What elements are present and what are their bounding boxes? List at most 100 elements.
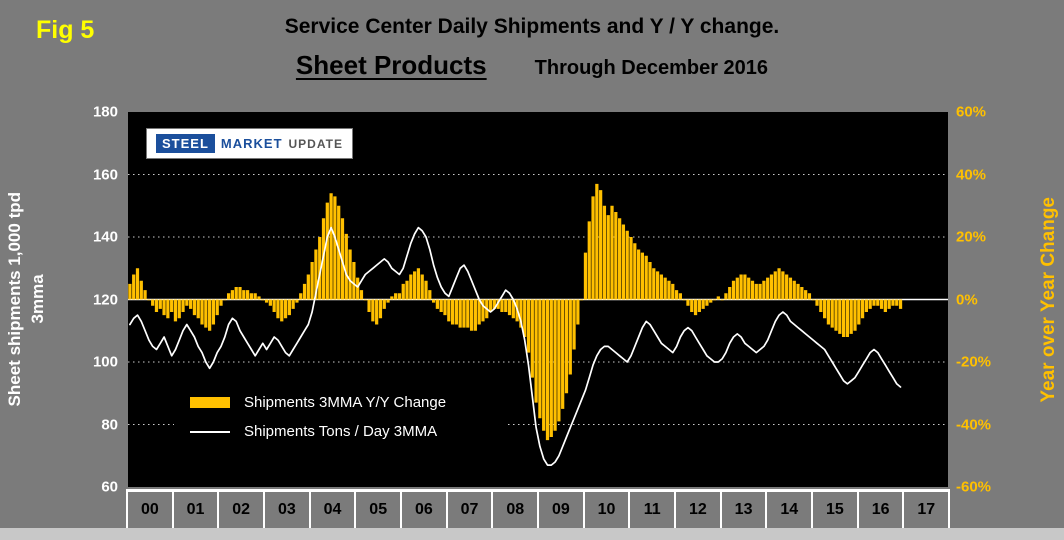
subtitle-through-date: Through December 2016: [534, 57, 769, 79]
yoy-change-bar: [845, 299, 850, 337]
yoy-change-bar: [139, 280, 143, 300]
legend-line-swatch: [190, 430, 230, 433]
yoy-change-bar: [166, 299, 170, 319]
year-label: 04: [311, 492, 357, 528]
year-label: 13: [722, 492, 768, 528]
yoy-change-bar: [208, 299, 212, 331]
yoy-change-bar: [663, 277, 667, 300]
yoy-change-bar: [720, 299, 724, 301]
yoy-change-bar: [591, 196, 595, 300]
yoy-change-bar: [158, 299, 162, 309]
yoy-change-bar: [390, 296, 394, 300]
yoy-change-bar: [841, 299, 846, 337]
yoy-change-bar: [204, 299, 208, 328]
yoy-change-bar: [454, 299, 458, 325]
yoy-change-bar: [462, 299, 466, 328]
yoy-change-bar: [576, 299, 580, 325]
yoy-change-bar: [488, 299, 493, 312]
year-label: 00: [126, 492, 174, 528]
shipments-line: [129, 226, 902, 466]
yoy-change-bar: [143, 290, 147, 300]
yoy-change-bar: [234, 287, 238, 300]
yoy-change-bar: [792, 280, 796, 300]
yoy-change-bar: [173, 299, 178, 322]
year-label: 08: [493, 492, 540, 528]
yoy-change-bar: [625, 230, 629, 300]
yoy-change-bar: [375, 299, 379, 325]
yoy-change-bar: [295, 299, 299, 303]
yoy-change-bar: [754, 283, 758, 300]
yoy-change-bar: [170, 299, 174, 312]
yoy-change-bar: [352, 262, 356, 300]
yoy-change-bar: [599, 190, 603, 300]
yoy-change-bar: [378, 299, 383, 319]
yoy-change-bar: [268, 299, 272, 306]
legend-item-bar: Shipments 3MMA Y/Y Change: [190, 394, 490, 411]
yoy-change-bar: [788, 277, 793, 300]
yoy-change-bar: [895, 299, 899, 306]
yoy-change-bar: [371, 299, 375, 322]
yoy-change-bar: [838, 299, 842, 334]
yoy-change-bar: [238, 287, 242, 300]
yoy-change-bar: [314, 249, 318, 300]
yoy-change-bar: [511, 299, 515, 319]
left-axis-title-line1: Sheet shipments 1,000 tpd: [5, 192, 24, 407]
logo-word-steel: STEEL: [156, 134, 215, 153]
yoy-change-bar: [705, 299, 709, 306]
yoy-change-bar: [280, 299, 284, 322]
right-axis-title: Year over Year Change: [1038, 196, 1059, 403]
yoy-change-bar: [200, 299, 204, 325]
yoy-change-bar: [568, 299, 572, 375]
yoy-change-bar: [443, 299, 447, 316]
yoy-change-bar: [538, 299, 542, 419]
yoy-change-bar: [682, 299, 686, 301]
yoy-change-bar: [299, 293, 303, 300]
yoy-change-bar: [887, 299, 891, 309]
year-label: 10: [585, 492, 631, 528]
yoy-change-bar: [337, 205, 341, 300]
yoy-change-bar: [800, 287, 804, 300]
yoy-change-bar: [397, 293, 402, 300]
yoy-change-bar: [868, 299, 872, 309]
yoy-change-bar: [557, 299, 561, 422]
yoy-change-bar: [667, 280, 671, 300]
logo-word-market: MARKET: [220, 136, 283, 151]
yoy-change-bar: [830, 299, 834, 328]
chart-title: Service Center Daily Shipments and Y / Y…: [284, 15, 780, 38]
yoy-change-bar: [507, 299, 512, 316]
left-axis-title: Sheet shipments 1,000 tpd 3mma: [4, 112, 50, 487]
yoy-change-bar: [823, 299, 827, 319]
yoy-change-bar: [318, 237, 322, 300]
yoy-change-bar: [192, 299, 197, 316]
yoy-change-bar: [189, 299, 193, 309]
yoy-change-bar: [701, 299, 705, 309]
yoy-change-bar: [185, 299, 189, 306]
yoy-change-bar: [743, 274, 747, 300]
yoy-change-bar: [542, 299, 546, 431]
yoy-change-bar: [777, 268, 781, 300]
yoy-change-bar: [147, 299, 151, 301]
yoy-change-bar: [652, 268, 656, 300]
yoy-change-bar: [356, 277, 360, 300]
yoy-change-bar: [758, 283, 762, 300]
yoy-change-bar: [530, 299, 534, 378]
yoy-change-bar: [561, 299, 565, 409]
yoy-change-bar: [382, 299, 386, 309]
yoy-change-bar: [348, 249, 352, 300]
yoy-change-bar: [671, 283, 675, 300]
yoy-change-bar: [333, 196, 337, 300]
yoy-change-bar: [750, 280, 755, 300]
yoy-change-bar: [128, 283, 132, 300]
yoy-change-bar: [860, 299, 865, 319]
yoy-change-bar: [834, 299, 838, 331]
legend-bar-label: Shipments 3MMA Y/Y Change: [244, 394, 447, 411]
right-tick-label: -20%: [956, 353, 992, 371]
yoy-change-bar: [883, 299, 887, 312]
yoy-change-bar: [302, 283, 307, 300]
left-tick-label: 140: [92, 228, 118, 246]
yoy-change-bar: [181, 299, 185, 312]
smu-logo: STEEL MARKET UPDATE: [146, 128, 353, 159]
yoy-change-bar: [864, 299, 868, 312]
yoy-change-bar: [773, 271, 777, 300]
yoy-change-bar: [135, 268, 140, 300]
